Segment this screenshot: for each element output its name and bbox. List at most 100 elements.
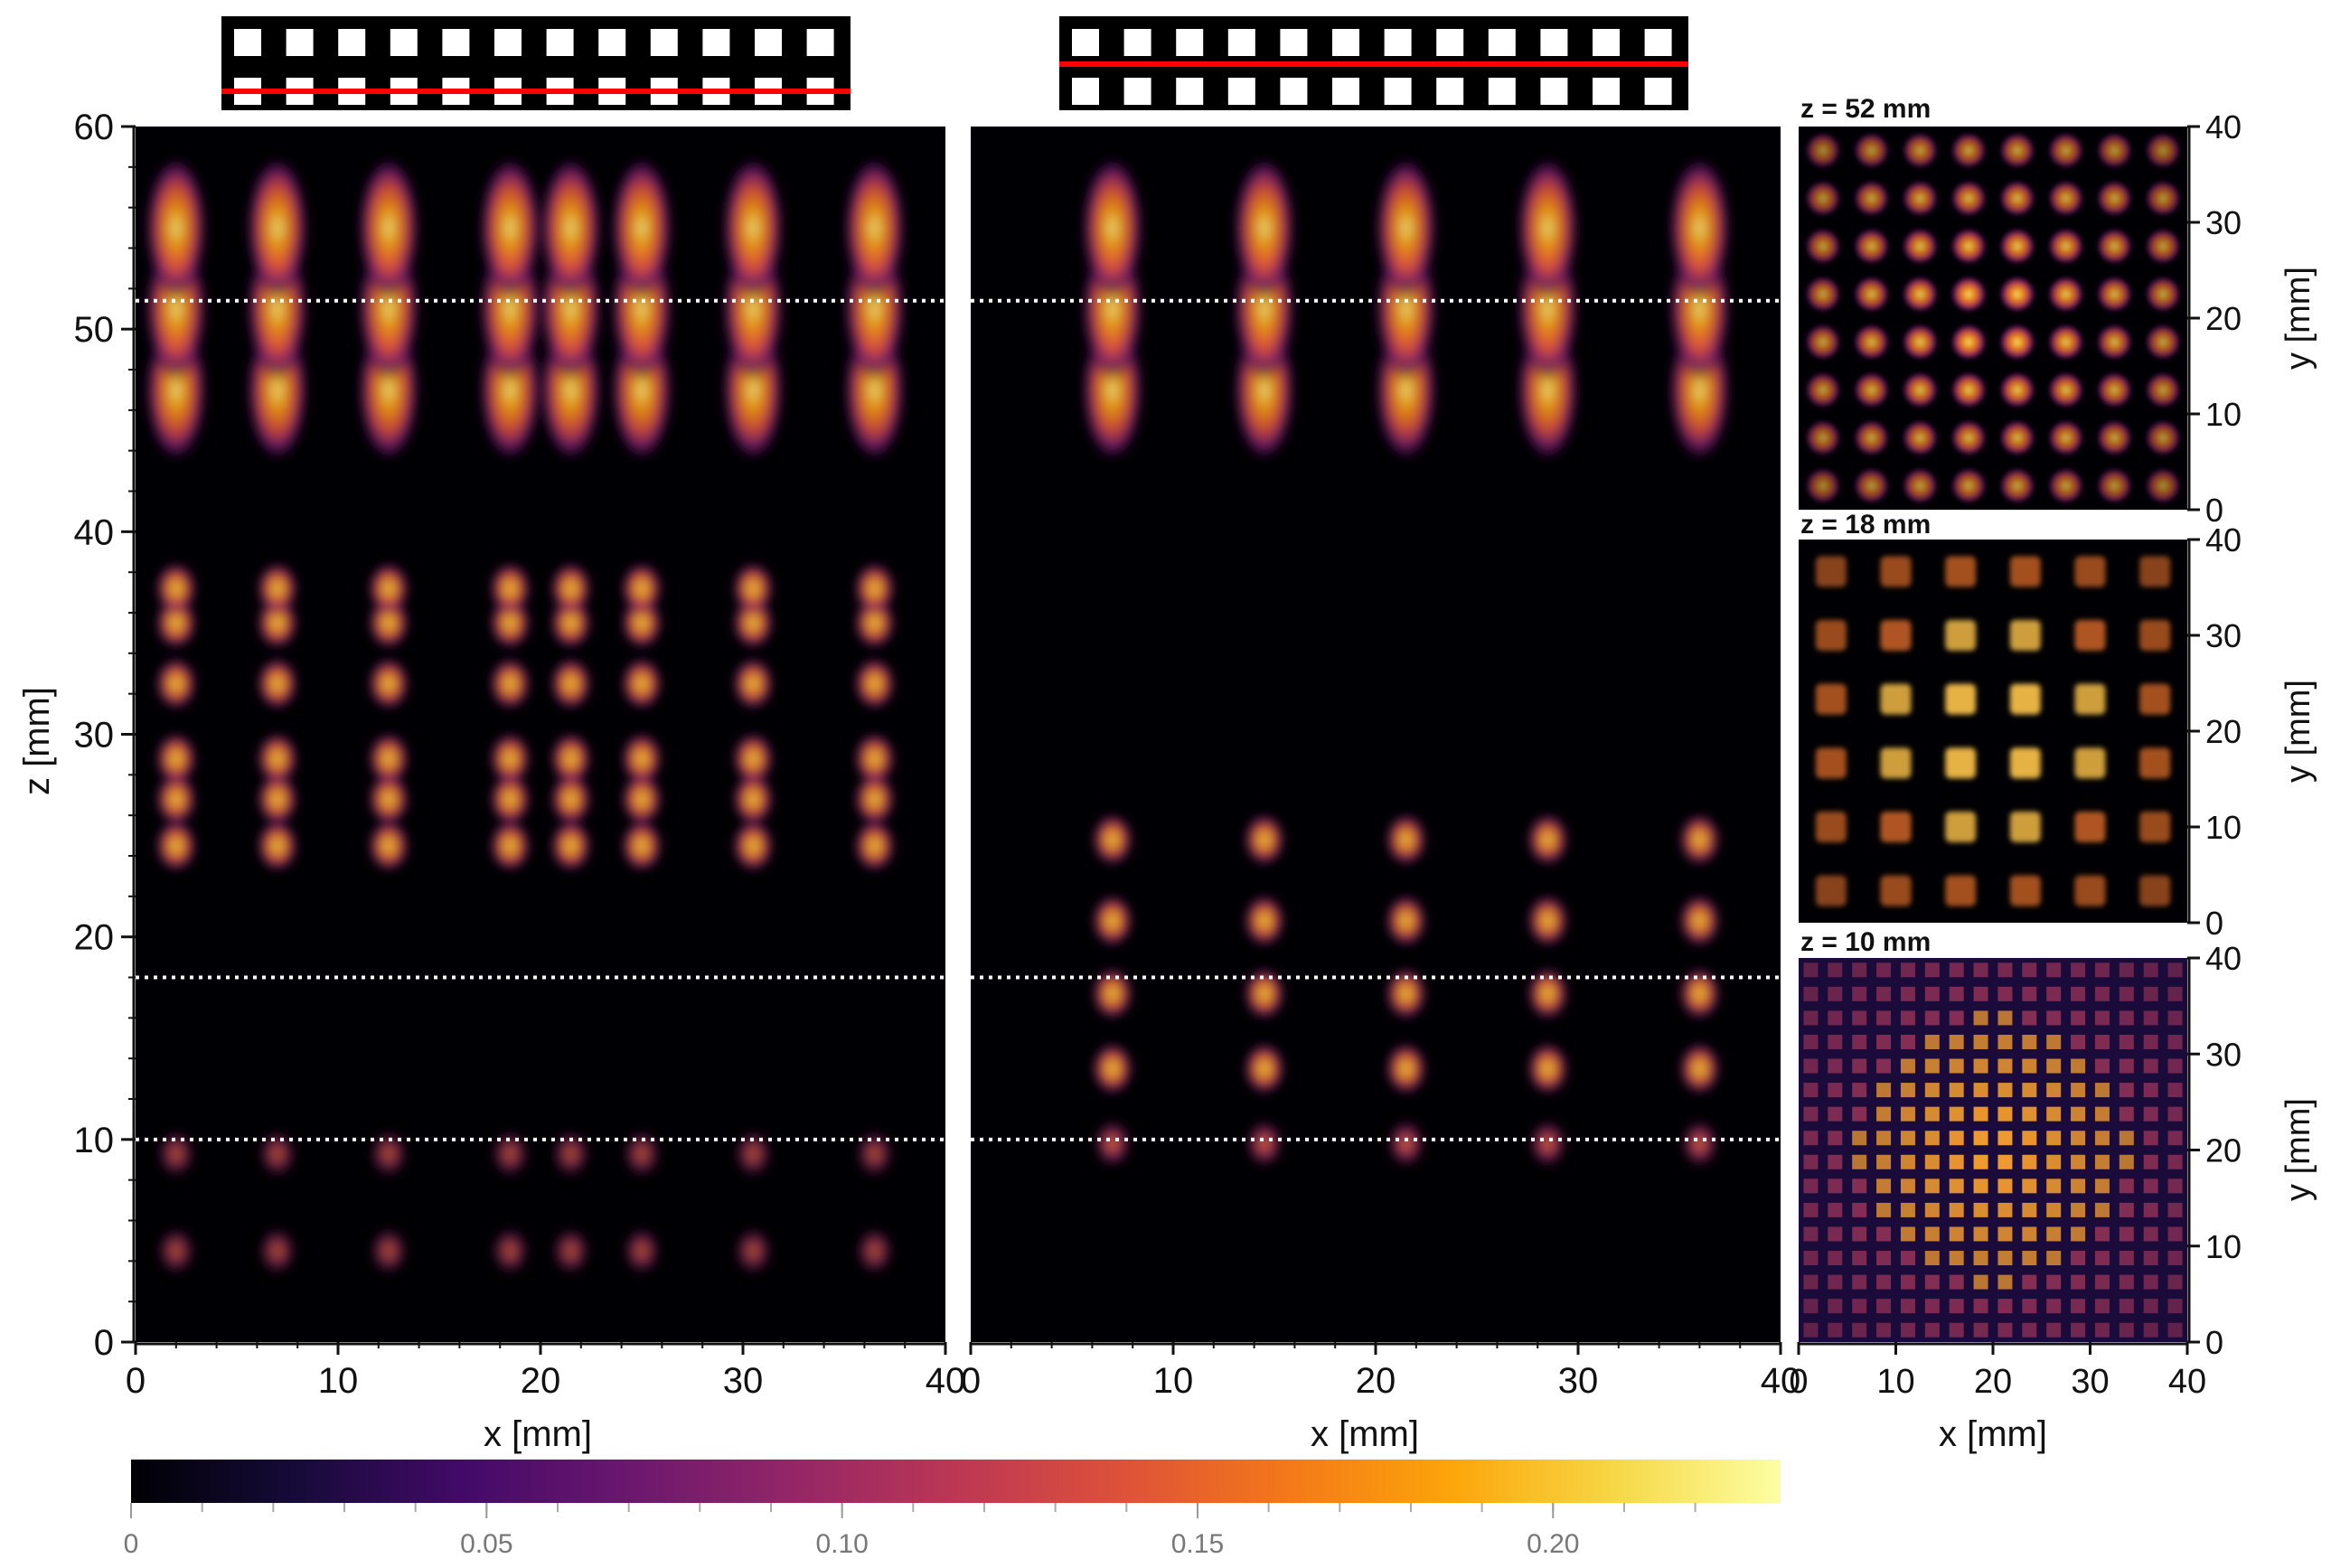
- y-tick-label: 0: [2205, 905, 2223, 942]
- y-axis-title-z10: y [mm]: [2279, 1098, 2317, 1201]
- y-tick-label: 40: [2205, 108, 2242, 146]
- focal-spot: [155, 820, 196, 871]
- x-tick-label: 40: [926, 1361, 966, 1401]
- focal-spot: [1668, 155, 1731, 301]
- focal-spot: [1092, 895, 1133, 946]
- xy-focal-spot: [1902, 324, 1939, 361]
- xy-focal-cell: [2046, 1322, 2062, 1338]
- array-element: [1540, 78, 1568, 105]
- focal-spot: [854, 820, 895, 871]
- xy-focal-cell: [2119, 962, 2134, 978]
- xy-focal-spot: [1998, 324, 2035, 361]
- focal-spot: [490, 733, 531, 784]
- xy-focal-cell: [2022, 1322, 2037, 1338]
- xy-focal-square: [2009, 875, 2041, 906]
- xy-focal-cell: [2143, 1154, 2158, 1169]
- xy-focal-cell: [1876, 1322, 1892, 1338]
- array-element: [1332, 29, 1359, 56]
- xy-focal-cell: [1949, 986, 1964, 1001]
- xy-focal-cell: [1803, 1274, 1819, 1290]
- xy-focal-cell: [1828, 962, 1843, 978]
- y-tick-label: 10: [2205, 809, 2242, 846]
- xy-focal-cell: [2143, 1226, 2158, 1242]
- x-axis-title-middle: x [mm]: [1311, 1414, 1419, 1454]
- colorbar-tick-label: 0.20: [1527, 1529, 1579, 1559]
- xy-focal-cell: [1828, 1299, 1843, 1314]
- focal-spot: [622, 774, 662, 825]
- focal-spot: [550, 658, 591, 709]
- xy-focal-cell: [2022, 1299, 2037, 1314]
- focal-spot: [1386, 814, 1426, 866]
- xy-focal-cell: [2046, 1058, 2062, 1074]
- focal-spot: [257, 733, 297, 784]
- focal-spot: [155, 1128, 196, 1179]
- xy-focal-cell: [2094, 1178, 2110, 1194]
- xy-focal-spot: [1950, 276, 1988, 313]
- focal-spot: [1527, 814, 1568, 866]
- focal-spot: [1386, 1118, 1426, 1169]
- xy-focal-spot: [1804, 371, 1841, 408]
- xy-focal-cell: [1949, 1251, 1964, 1266]
- xy-focal-cell: [1900, 1226, 1915, 1242]
- xy-focal-spot: [1902, 228, 1939, 265]
- focal-spot: [358, 155, 419, 301]
- x-tick-label: 10: [1153, 1361, 1194, 1401]
- xy-focal-cell: [2094, 1226, 2110, 1242]
- focal-spot: [550, 1225, 591, 1277]
- xy-focal-cell: [1924, 1274, 1940, 1290]
- xy-focal-cell: [2143, 1131, 2158, 1146]
- xy-focal-cell: [2143, 1202, 2158, 1217]
- xy-focal-spot: [2047, 132, 2084, 169]
- xy-focal-cell: [1803, 1083, 1819, 1098]
- xy-focal-cell: [2167, 1202, 2183, 1217]
- xy-focal-spot: [1902, 132, 1939, 169]
- xy-focal-cell: [2071, 1154, 2086, 1169]
- xy-focal-cell: [2022, 1178, 2037, 1194]
- xy-focal-cell: [1803, 986, 1819, 1001]
- xy-focal-cell: [1973, 1034, 1988, 1049]
- xy-focal-square: [2139, 556, 2171, 587]
- xy-focal-cell: [2022, 962, 2037, 978]
- x-tick-label: 10: [1876, 1363, 1914, 1401]
- xy-focal-cell: [2022, 1010, 2037, 1026]
- xy-focal-square: [1945, 747, 1977, 779]
- xy-focal-cell: [2094, 1274, 2110, 1290]
- focal-spot: [369, 1128, 409, 1179]
- focal-spot: [1679, 968, 1720, 1019]
- focal-spot: [540, 155, 602, 301]
- focal-spot: [1527, 1043, 1568, 1094]
- xy-focal-cell: [2046, 1178, 2062, 1194]
- xy-focal-cell: [2046, 1131, 2062, 1146]
- xy-z18-background: [1799, 540, 2187, 923]
- xy-focal-spot: [1950, 180, 1988, 217]
- xy-focal-cell: [1852, 986, 1867, 1001]
- y-tick-label: 60: [74, 108, 115, 147]
- xy-focal-cell: [1997, 1202, 2013, 1217]
- xy-focal-cell: [2071, 1010, 2086, 1026]
- xy-focal-cell: [2119, 1034, 2134, 1049]
- xy-focal-spot: [2047, 371, 2084, 408]
- xy-heatmap-z52: 0 10 20 30 40: [1799, 108, 2242, 529]
- xy-focal-cell: [1949, 1106, 1964, 1122]
- xy-focal-cell: [2167, 1058, 2183, 1074]
- xy-focal-spot: [1804, 467, 1841, 504]
- xy-focal-spot: [1853, 132, 1890, 169]
- xy-focal-spot: [2047, 324, 2084, 361]
- focal-spot: [854, 563, 895, 615]
- xy-focal-cell: [2046, 1154, 2062, 1169]
- xy-focal-cell: [1949, 1226, 1964, 1242]
- array-element: [755, 29, 782, 56]
- x-tick-label: 40: [1761, 1361, 1801, 1401]
- xy-focal-cell: [2143, 1058, 2158, 1074]
- xy-focal-cell: [1997, 1034, 2013, 1049]
- xy-focal-cell: [2046, 986, 2062, 1001]
- focal-spot: [733, 1225, 774, 1277]
- xy-focal-cell: [1924, 1178, 1940, 1194]
- focal-spot: [1527, 895, 1568, 946]
- focal-spot: [1517, 155, 1579, 301]
- array-element: [1072, 78, 1099, 105]
- array-element: [1644, 78, 1672, 105]
- focal-spot: [490, 1225, 531, 1277]
- xy-focal-cell: [1828, 986, 1843, 1001]
- focal-spot: [1092, 968, 1133, 1019]
